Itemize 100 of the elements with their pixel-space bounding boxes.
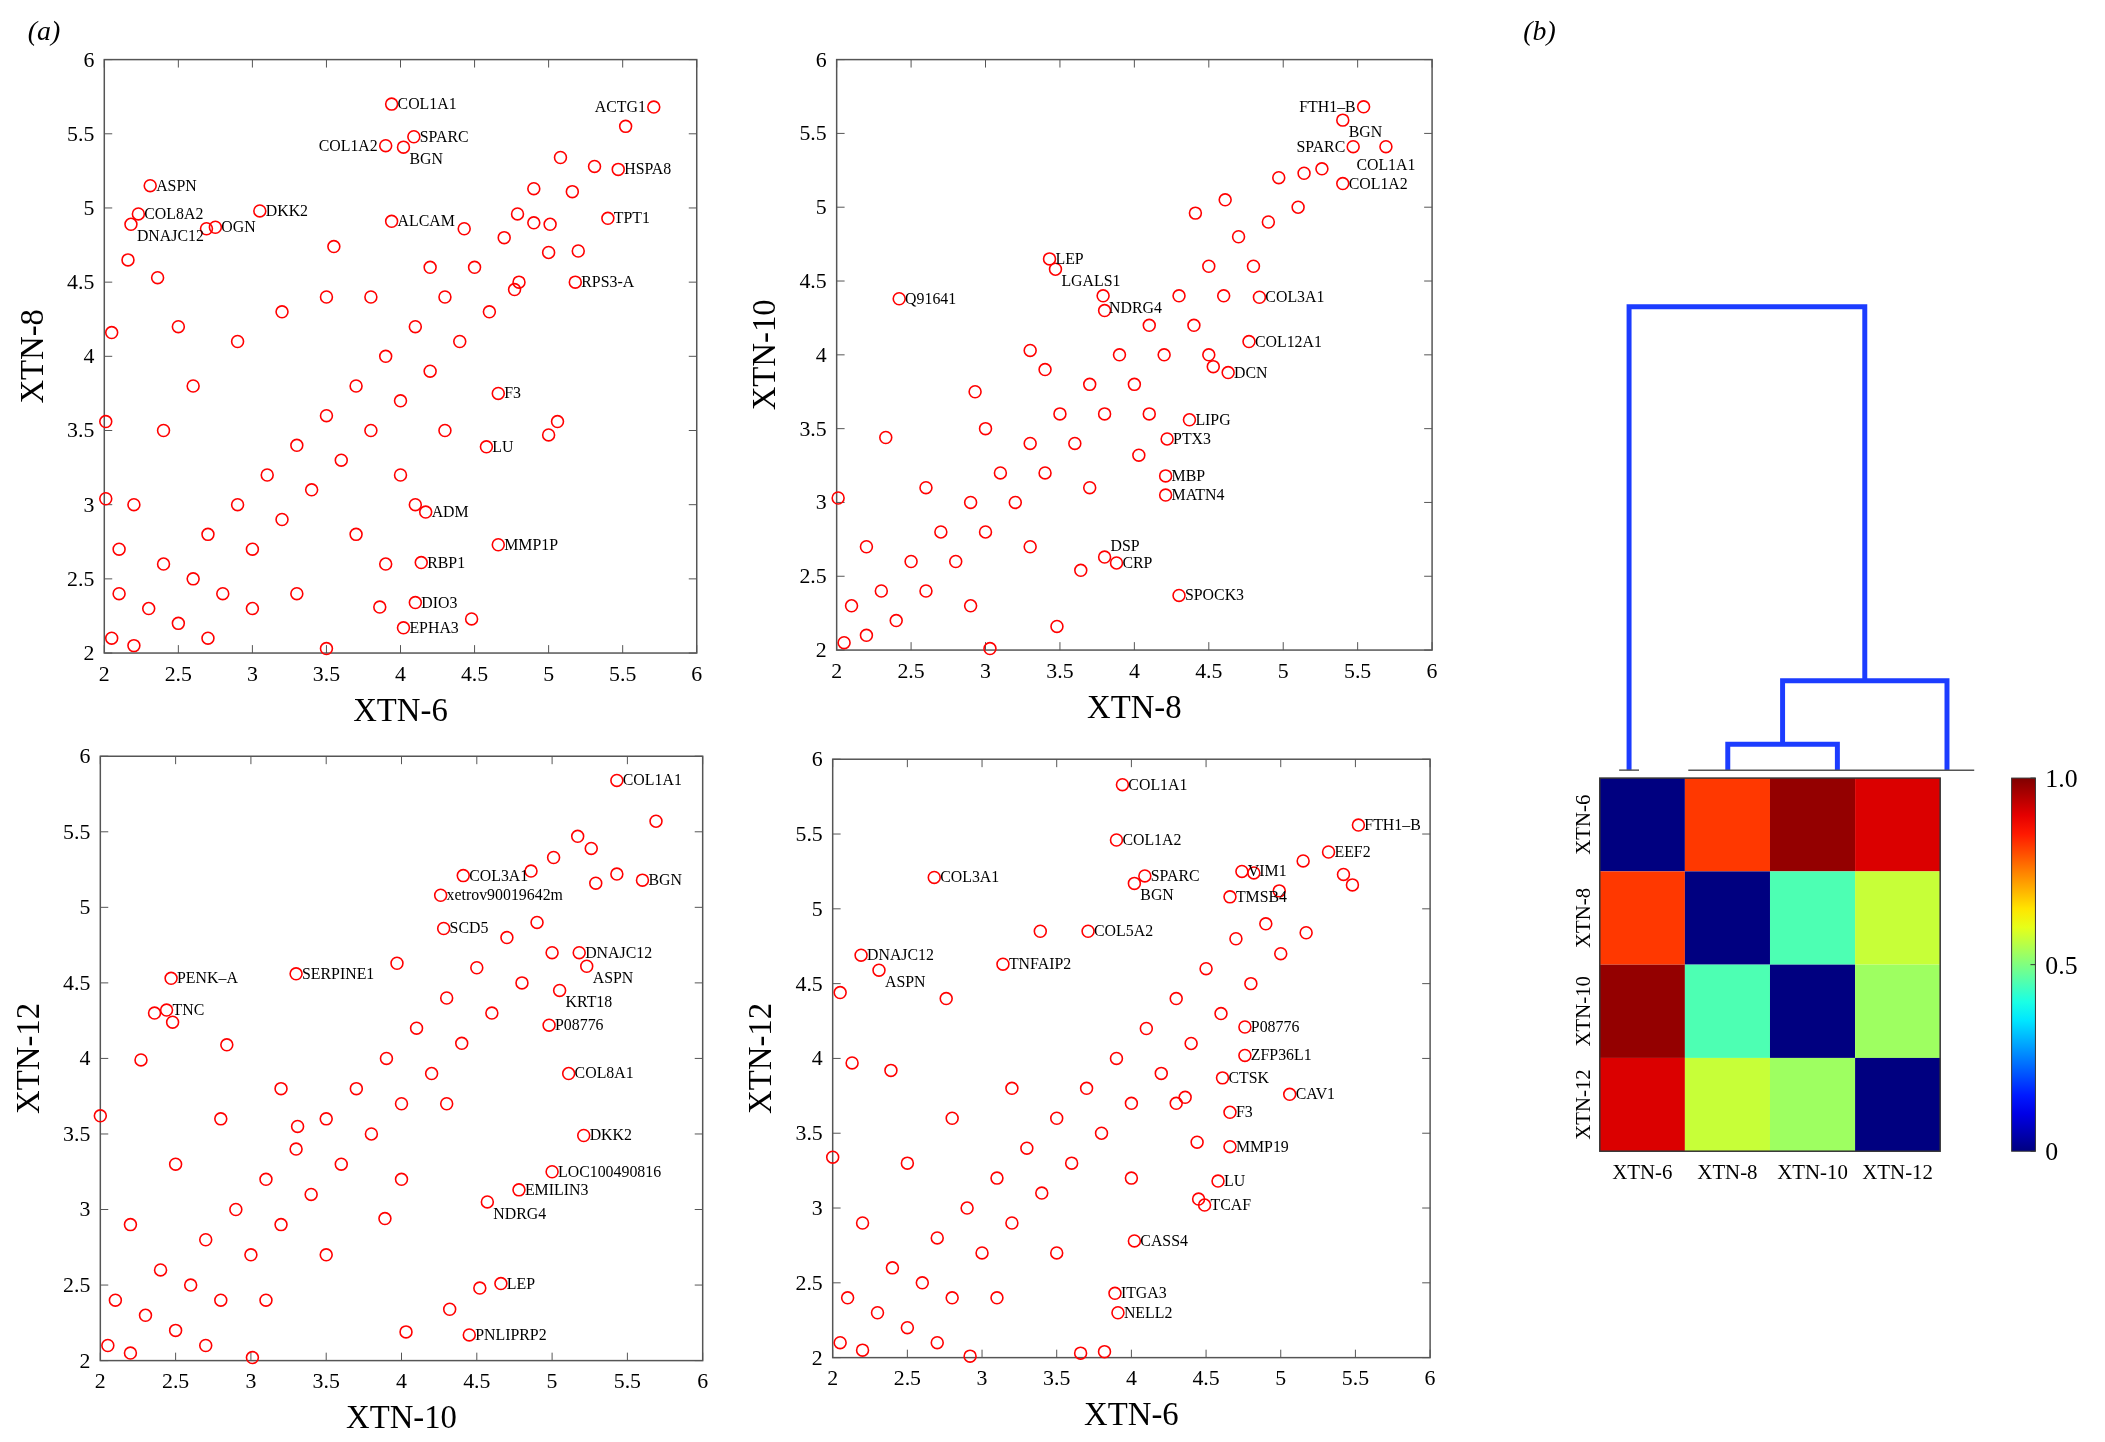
- annotation: EMILIN3: [524, 1180, 589, 1198]
- y-tick-label: 3.5: [67, 418, 95, 443]
- x-tick-label: 4: [395, 661, 407, 686]
- annotation: COL8A1: [574, 1064, 634, 1082]
- annotation: COL1A1: [397, 95, 457, 113]
- y-tick-label: 5: [83, 195, 95, 220]
- annotation: DNAJC12: [867, 946, 935, 964]
- x-tick-label: 5: [1277, 658, 1289, 683]
- x-tick-label: 4.5: [460, 661, 489, 686]
- x-axis-title: XTN-6: [1084, 1396, 1179, 1433]
- annotation: TCAF: [1210, 1196, 1252, 1213]
- y-tick-label: 3.5: [799, 416, 827, 441]
- x-tick-label: 2.5: [164, 661, 193, 686]
- annotation: DKK2: [265, 201, 309, 219]
- y-tick-label: 3: [83, 492, 95, 517]
- annotation: HSPA8: [624, 160, 672, 178]
- annotation: BGN: [648, 871, 683, 889]
- annotation: RBP1: [427, 553, 466, 571]
- annotation: EPHA3: [409, 618, 459, 636]
- annotation: COL1A2: [318, 136, 378, 154]
- y-tick-label: 6: [83, 47, 95, 72]
- annotation: P08776: [1250, 1017, 1300, 1035]
- annotation: P08776: [555, 1016, 604, 1034]
- x-tick-label: 3: [980, 658, 992, 683]
- annotation: LIPG: [1195, 410, 1231, 428]
- annotation: CASS4: [1140, 1231, 1189, 1249]
- x-axis-title: XTN-6: [353, 691, 448, 728]
- annotation: MBP: [1171, 466, 1206, 484]
- annotation: DNAJC12: [136, 227, 204, 245]
- annotation: OGN: [221, 218, 257, 236]
- x-axis-title: XTN-10: [346, 1399, 457, 1436]
- annotation: TNC: [172, 1001, 205, 1019]
- annotation: COL1A2: [1348, 174, 1408, 192]
- text: (a): [27, 14, 61, 46]
- annotation: ALCAM: [397, 212, 455, 230]
- annotation: ITGA3: [1120, 1284, 1167, 1302]
- annotation: BGN: [1140, 886, 1175, 904]
- annotation: SPARC: [419, 127, 469, 145]
- x-tick-label: 4: [1128, 658, 1140, 683]
- y-tick-label: 6: [79, 744, 91, 769]
- y-tick-label: 2.5: [63, 1273, 91, 1298]
- annotation: PTX3: [1173, 429, 1212, 447]
- y-tick-label: 4: [83, 344, 95, 369]
- annotation: NELL2: [1123, 1303, 1173, 1321]
- x-tick-label: 6: [1426, 658, 1438, 683]
- annotation: ZFP36L1: [1250, 1046, 1312, 1064]
- y-tick-label: XTN-8: [1570, 887, 1595, 949]
- y-tick-label: 5: [815, 195, 827, 220]
- annotation: COL1A1: [1356, 155, 1416, 173]
- annotation: ACTG1: [594, 98, 646, 116]
- y-tick-label: 2.5: [67, 566, 95, 591]
- y-tick-label: 5: [79, 895, 91, 920]
- annotation: CAV1: [1295, 1085, 1336, 1103]
- y-tick-label: 3: [811, 1195, 823, 1220]
- x-tick-label: 5: [543, 661, 555, 686]
- x-tick-label: 2.5: [161, 1369, 190, 1394]
- y-tick-label: 4: [815, 342, 827, 367]
- annotation: F3: [504, 384, 522, 402]
- y-tick-label: 4.5: [799, 268, 827, 293]
- annotation: COL3A1: [1265, 288, 1325, 306]
- annotation: BGN: [1348, 123, 1383, 140]
- annotation: COL1A1: [1128, 775, 1188, 793]
- annotation: DSP: [1110, 537, 1140, 555]
- annotation: DKK2: [589, 1126, 633, 1144]
- y-tick-label: 2: [811, 1345, 823, 1370]
- y-tick-label: 4.5: [795, 971, 823, 996]
- y-tick-label: 6: [811, 747, 823, 772]
- x-tick-label: 6: [691, 661, 703, 686]
- x-tick-label: 5.5: [613, 1369, 642, 1394]
- y-tick-label: 3: [815, 490, 827, 515]
- y-tick-label: 3.5: [63, 1121, 91, 1146]
- annotation: RPS3-A: [581, 273, 635, 291]
- x-axis-title: XTN-8: [1087, 688, 1182, 725]
- y-tick-label: 4.5: [67, 270, 95, 295]
- annotation: CRP: [1122, 553, 1153, 571]
- x-tick-label: 2: [831, 658, 843, 683]
- x-tick-label: 3.5: [1043, 1366, 1071, 1391]
- y-tick-label: XTN-6: [1570, 794, 1595, 855]
- annotation: ADM: [431, 503, 469, 521]
- annotation: F3: [1235, 1103, 1253, 1121]
- x-tick-label: XTN-6: [1612, 1160, 1673, 1184]
- annotation: TPT1: [613, 209, 650, 227]
- annotation: MMP1P: [504, 535, 559, 553]
- annotation: COL1A2: [1122, 830, 1182, 848]
- annotation: NDRG4: [1109, 298, 1162, 316]
- x-tick-label: 2.5: [893, 1366, 922, 1391]
- x-tick-label: 3.5: [312, 661, 341, 686]
- annotation: COL12A1: [1254, 332, 1322, 350]
- x-tick-label: 4: [396, 1369, 408, 1394]
- y-tick-label: 2.5: [799, 564, 827, 589]
- annotation: EEF2: [1334, 842, 1371, 860]
- annotation: BGN: [409, 150, 444, 168]
- annotation: SCD5: [449, 919, 489, 937]
- x-tick-label: 6: [697, 1369, 709, 1394]
- y-tick-label: XTN-10: [1570, 976, 1595, 1047]
- annotation: COL3A1: [469, 866, 529, 884]
- y-tick-label: 3: [79, 1197, 91, 1222]
- x-tick-label: 5: [546, 1369, 558, 1394]
- x-tick-label: 3: [246, 661, 258, 686]
- annotation: PNLIPRP2: [475, 1325, 547, 1343]
